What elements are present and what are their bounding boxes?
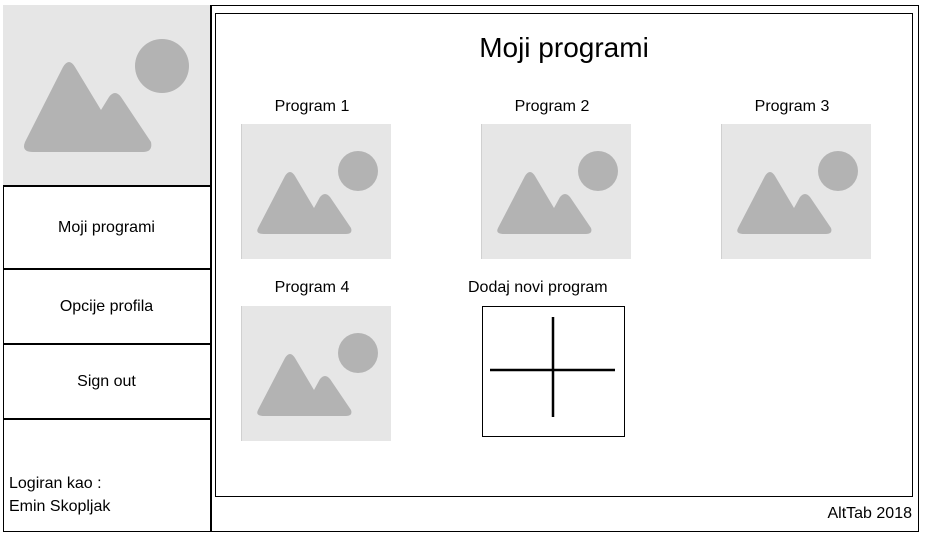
program-tile-4[interactable]	[241, 306, 391, 441]
program-label: Program 2	[514, 98, 590, 115]
program-label: Program 1	[274, 98, 350, 115]
footer-text: AltTab 2018	[827, 505, 912, 522]
sidebar-item-moji-programi[interactable]: Moji programi	[3, 185, 210, 268]
image-placeholder-icon	[737, 151, 858, 234]
sidebar-item-sign-out[interactable]: Sign out	[3, 343, 210, 418]
plus-icon	[490, 317, 615, 417]
page-title: Moji programi	[479, 32, 649, 63]
sidebar-item-label: Sign out	[77, 372, 136, 390]
program-label: Program 4	[274, 279, 350, 296]
login-info: Logiran kao : Emin Skopljak	[3, 418, 210, 532]
program-tile-2[interactable]	[481, 124, 631, 259]
program-tile-3[interactable]	[721, 124, 871, 259]
sidebar-logo	[3, 5, 210, 185]
logged-in-label: Logiran kao :	[9, 475, 102, 492]
image-placeholder-icon	[24, 39, 189, 152]
program-label: Program 3	[754, 98, 830, 115]
sidebar: Moji programi Opcije profila Sign out Lo…	[3, 5, 212, 532]
image-placeholder-icon	[257, 333, 378, 416]
user-name: Emin Skopljak	[9, 498, 111, 515]
main-content: Moji programi Program 1 Program 2 Progra…	[215, 13, 913, 497]
image-placeholder-icon	[257, 151, 378, 234]
sidebar-item-opcije-profila[interactable]: Opcije profila	[3, 268, 210, 343]
sidebar-item-label: Opcije profila	[59, 297, 154, 315]
sidebar-item-label: Moji programi	[58, 218, 155, 236]
add-program-label: Dodaj novi program	[468, 279, 608, 296]
image-placeholder-icon	[497, 151, 618, 234]
add-program-button[interactable]	[482, 306, 625, 437]
program-tile-1[interactable]	[241, 124, 391, 259]
